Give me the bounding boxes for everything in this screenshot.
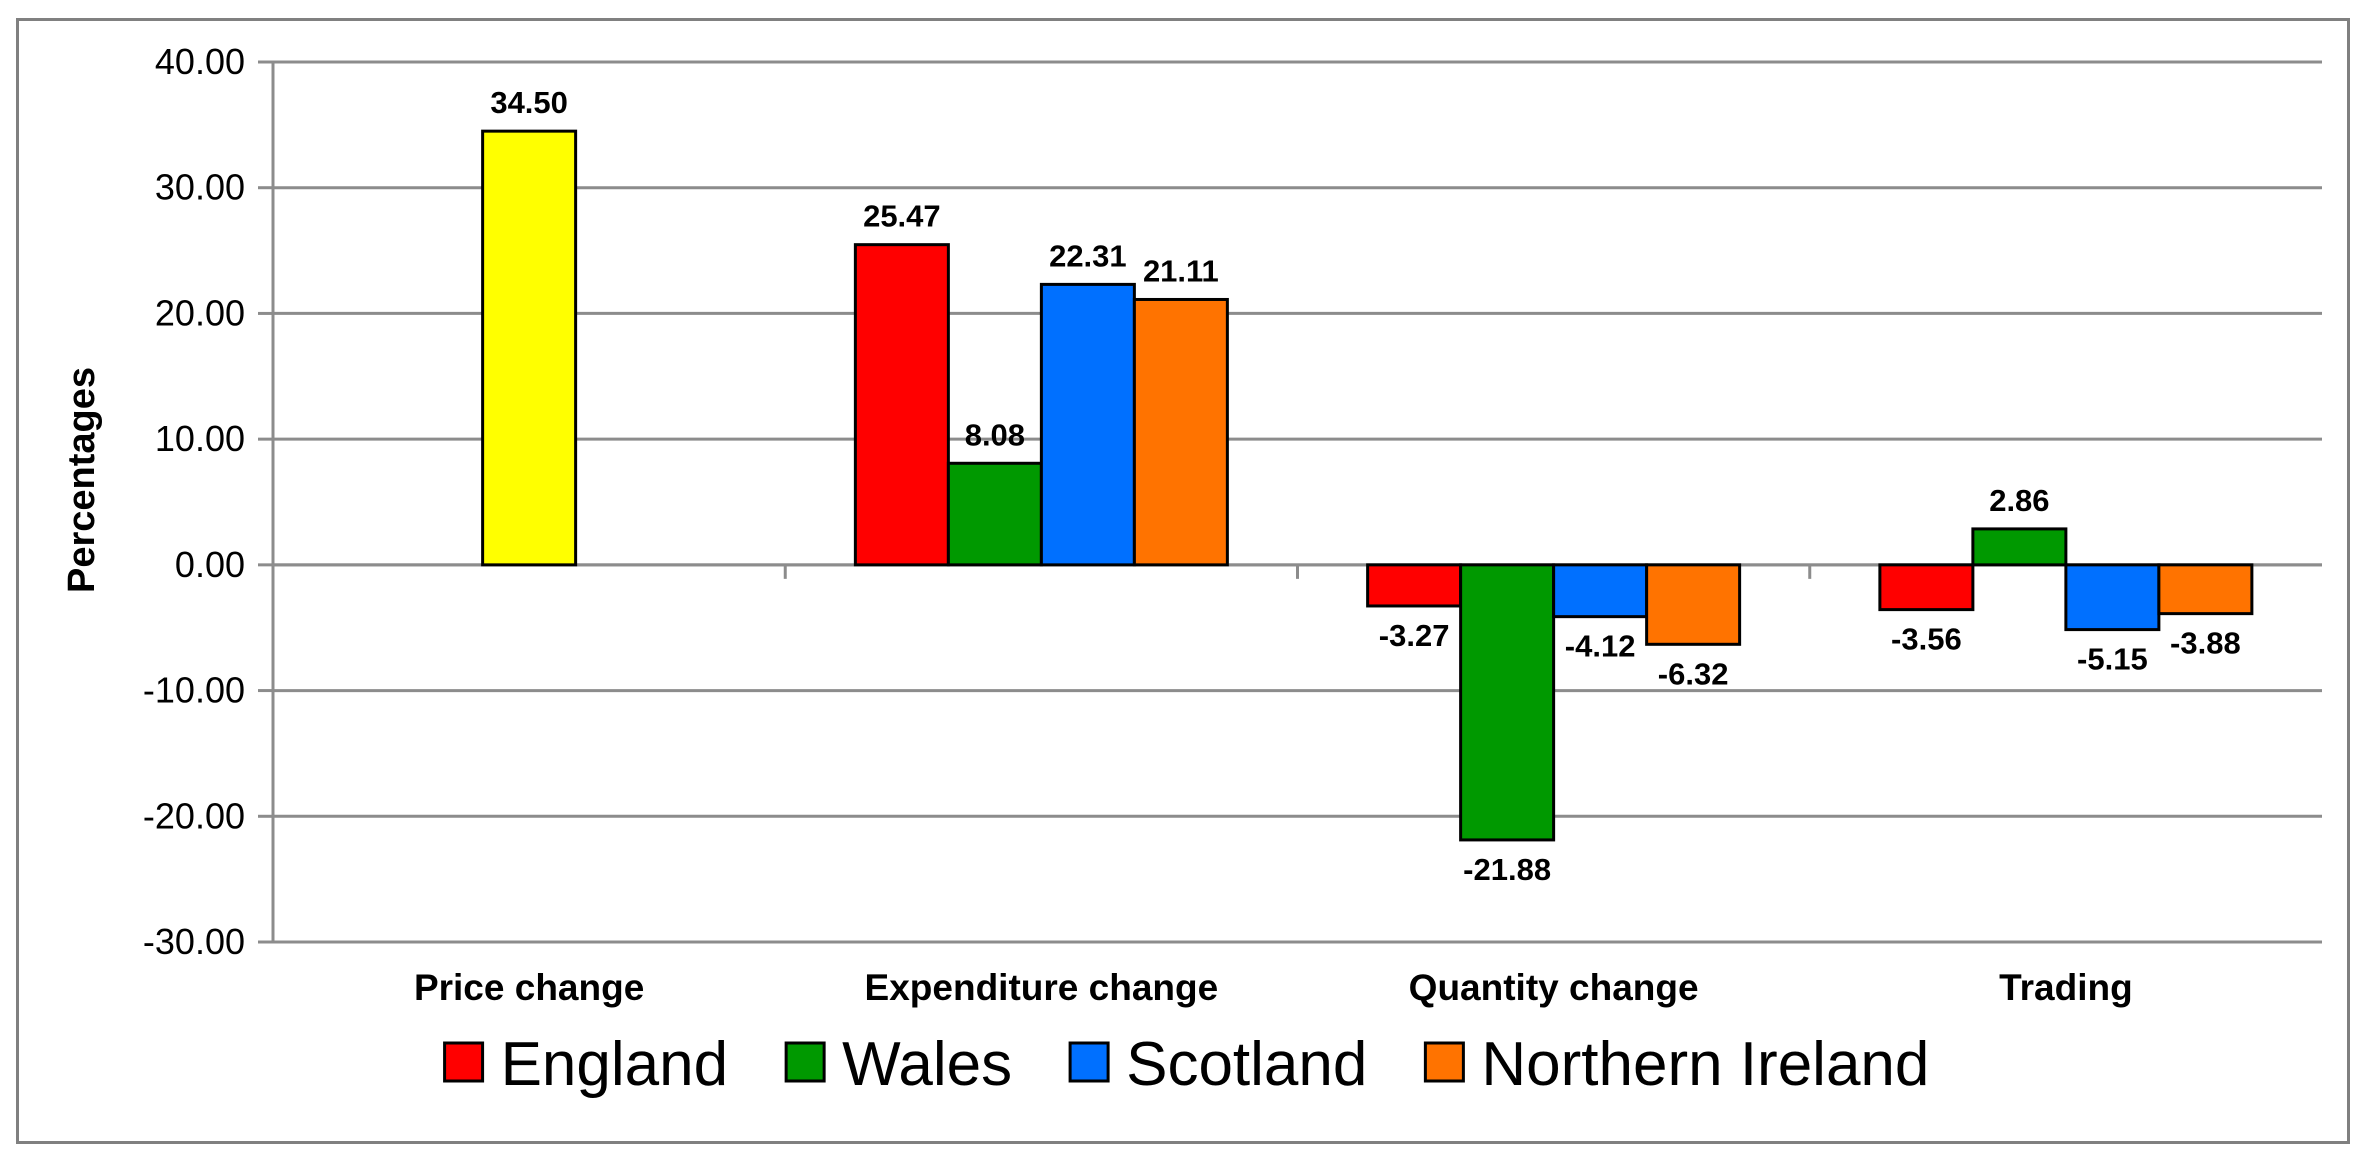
y-tick-label: 20.00 xyxy=(155,292,245,333)
data-label-england-expenditure-change: 25.47 xyxy=(863,199,941,234)
y-tick-label: -20.00 xyxy=(143,795,245,836)
category-label-trading: Trading xyxy=(1999,967,2133,1008)
bar-northern-ireland-trading xyxy=(2157,563,2254,616)
y-tick-label: 30.00 xyxy=(155,167,245,208)
legend: England Wales Scotland Northern Ireland xyxy=(443,1030,1929,1099)
bar-northern-ireland-quantity-change xyxy=(1645,563,1742,646)
bar-england-quantity-change xyxy=(1366,563,1463,608)
legend-swatch-wales xyxy=(784,1041,826,1083)
category-label-expenditure-change: Expenditure change xyxy=(865,967,1219,1008)
legend-label-wales: Wales xyxy=(842,1030,1012,1099)
legend-label-england: England xyxy=(501,1030,729,1099)
y-tick-label: -10.00 xyxy=(143,670,245,711)
axis-layer: 40.00 30.00 20.00 10.00 0.00 -10.00 -20.00 -30.… xyxy=(143,41,2322,962)
bar-england-expenditure-change xyxy=(853,243,950,567)
bar-scotland-trading xyxy=(2064,563,2161,632)
bar-wales-quantity-change xyxy=(1459,563,1556,842)
label-layer: Price change 34.50 Expenditure change 25.47… xyxy=(414,85,2241,1008)
category-label-quantity-change: Quantity change xyxy=(1409,967,1699,1008)
bar-northern-ireland-expenditure-change xyxy=(1132,297,1229,567)
data-label-northern-ireland-quantity-change: -6.32 xyxy=(1658,656,1729,691)
bar-wales-trading xyxy=(1971,527,2068,567)
data-label-scotland-expenditure-change: 22.31 xyxy=(1049,238,1127,273)
bar-scotland-quantity-change xyxy=(1552,563,1649,619)
data-label-wales-expenditure-change: 8.08 xyxy=(965,417,1025,452)
data-label-northern-ireland-expenditure-change: 21.11 xyxy=(1143,253,1219,288)
legend-label-northern-ireland: Northern Ireland xyxy=(1481,1030,1929,1099)
legend-swatch-england xyxy=(443,1041,485,1083)
data-label-england-quantity-change: -3.27 xyxy=(1379,618,1450,653)
data-label-wales-quantity-change: -21.88 xyxy=(1463,852,1551,887)
data-label-scotland-quantity-change: -4.12 xyxy=(1565,629,1636,664)
y-tick-label: 0.00 xyxy=(175,544,245,585)
bar-price-change xyxy=(481,129,578,567)
legend-swatch-scotland xyxy=(1068,1041,1110,1083)
y-tick-label: -30.00 xyxy=(143,921,245,962)
data-label-scotland-trading: -5.15 xyxy=(2077,642,2148,677)
bar-scotland-expenditure-change xyxy=(1039,282,1136,567)
y-tick-label: 10.00 xyxy=(155,418,245,459)
bar-layer xyxy=(481,129,2254,842)
data-label-england-trading: -3.56 xyxy=(1891,622,1962,657)
data-label-wales-trading: 2.86 xyxy=(1989,483,2049,518)
data-label-price-change: 34.50 xyxy=(490,85,568,120)
bar-england-trading xyxy=(1878,563,1975,612)
y-axis-title: Percentages xyxy=(61,367,103,593)
bar-wales-expenditure-change xyxy=(946,461,1043,567)
y-tick-label: 40.00 xyxy=(155,41,245,82)
legend-label-scotland: Scotland xyxy=(1126,1030,1367,1099)
legend-swatch-northern-ireland xyxy=(1423,1041,1465,1083)
category-label-price-change: Price change xyxy=(414,967,644,1008)
data-label-northern-ireland-trading: -3.88 xyxy=(2170,626,2241,661)
